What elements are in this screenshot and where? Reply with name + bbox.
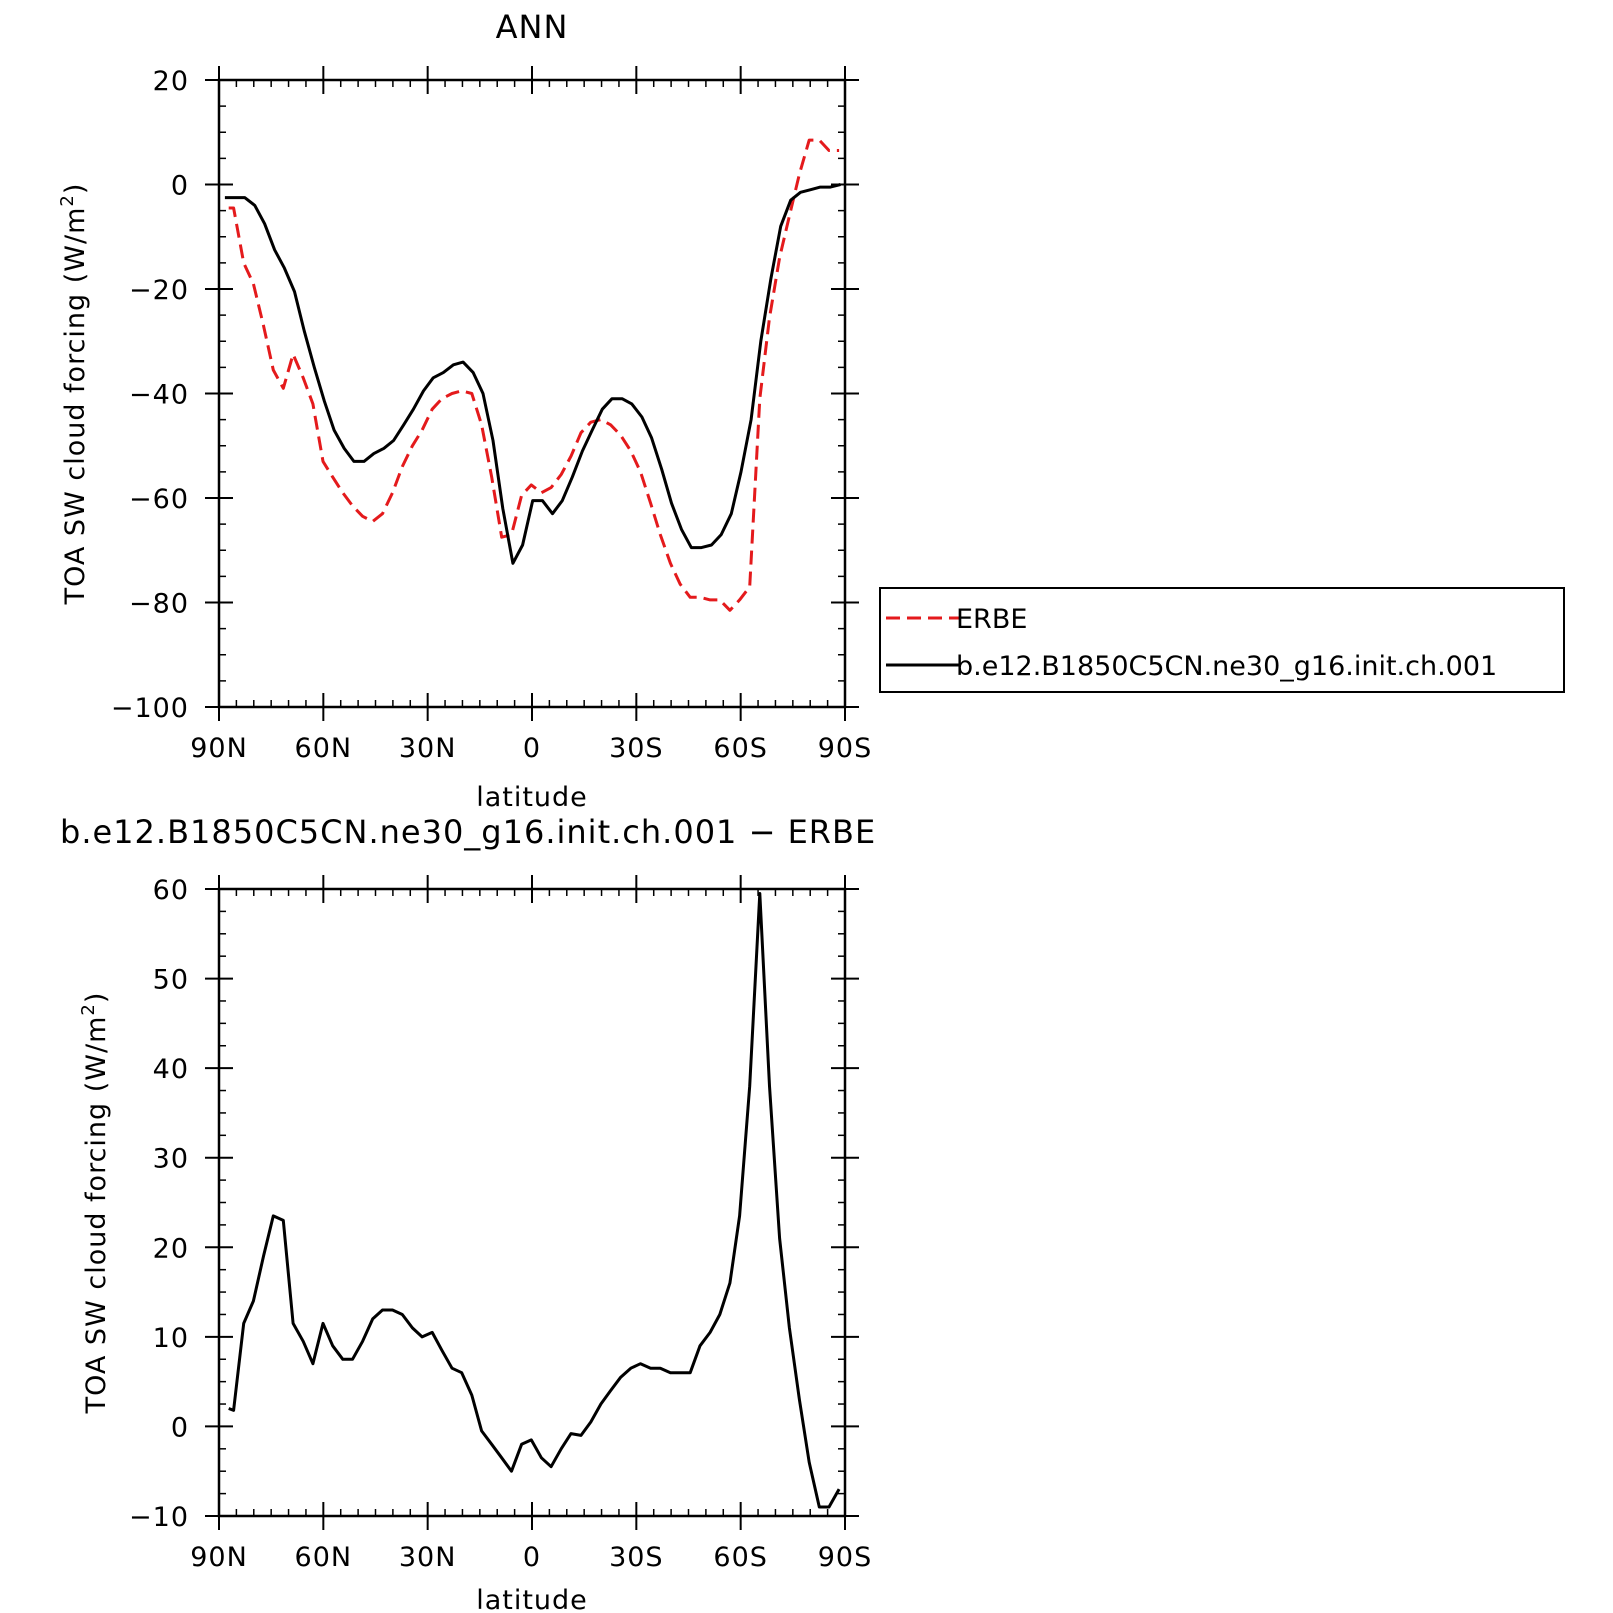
y-axis-title-close: ) <box>81 992 112 1004</box>
y-axis-title-close: ) <box>60 183 91 195</box>
plot-frame <box>217 887 847 1518</box>
y-tick-label: 0 <box>171 171 189 202</box>
y-tick-label: 10 <box>153 1323 189 1354</box>
legend-box <box>879 587 1565 693</box>
y-tick-label: −80 <box>129 589 189 620</box>
y-tick-label: 30 <box>153 1144 189 1175</box>
y-tick-label: 20 <box>153 66 189 97</box>
x-tick-label: 90N <box>190 1542 248 1573</box>
x-tick-label: 0 <box>523 1542 541 1573</box>
x-tick-label: 60N <box>295 733 353 764</box>
plot-title: b.e12.B1850C5CN.ne30_g16.init.ch.001 − E… <box>60 813 876 851</box>
x-tick-label: 30N <box>399 1542 457 1573</box>
y-axis-title: TOA SW cloud forcing (W/m2) <box>78 992 112 1415</box>
x-tick-label: 90N <box>190 733 248 764</box>
y-tick-label: 20 <box>153 1233 189 1264</box>
y-tick-label: −40 <box>129 380 189 411</box>
x-axis-title: latitude <box>476 1585 588 1613</box>
y-axis-title-main: TOA SW cloud forcing (W/m <box>81 1016 112 1415</box>
x-tick-label: 30S <box>609 733 664 764</box>
legend: ERBE b.e12.B1850C5CN.ne30_g16.init.ch.001 <box>879 587 1565 693</box>
x-tick-label: 60S <box>713 1542 768 1573</box>
legend-entry: ERBE <box>956 604 1027 635</box>
y-tick-label: −60 <box>129 484 189 515</box>
x-tick-label: 60S <box>713 733 768 764</box>
top-panel: 90N 60N 30N 0 30S 60S 90S 20 0 −20 −40 −60 −80 −100 AN… <box>57 8 873 813</box>
x-tick-label: 30N <box>399 733 457 764</box>
y-tick-label: 40 <box>153 1054 189 1085</box>
series-line-0-1 <box>224 183 841 565</box>
y-axis-title-main: TOA SW cloud forcing (W/m <box>60 207 91 606</box>
x-axis-title: latitude <box>476 782 588 813</box>
y-axis-title-sup: 2 <box>78 1003 99 1015</box>
y-tick-label: 50 <box>153 965 189 996</box>
series-line-0-0 <box>228 138 840 612</box>
y-axis-title-sup: 2 <box>57 194 78 206</box>
y-axis-title: TOA SW cloud forcing (W/m2) <box>57 183 91 606</box>
y-tick-label: 60 <box>153 875 189 906</box>
plot-title: ANN <box>496 8 569 46</box>
bottom-panel: 90N 60N 30N 0 30S 60S 90S 60 50 40 30 20 10 0 −10 b.e12… <box>60 813 876 1613</box>
x-tick-label: 30S <box>609 1542 664 1573</box>
y-tick-label: −100 <box>111 693 189 724</box>
plot-frame <box>217 78 847 709</box>
y-tick-label: −20 <box>129 275 189 306</box>
x-tick-label: 90S <box>818 733 873 764</box>
series-line-1-0 <box>228 892 841 1509</box>
y-tick-label: −10 <box>129 1502 189 1533</box>
legend-entry: b.e12.B1850C5CN.ne30_g16.init.ch.001 <box>956 651 1497 682</box>
y-tick-label: 0 <box>171 1412 189 1443</box>
x-tick-label: 60N <box>295 1542 353 1573</box>
x-tick-label: 0 <box>523 733 541 764</box>
x-tick-label: 90S <box>818 1542 873 1573</box>
